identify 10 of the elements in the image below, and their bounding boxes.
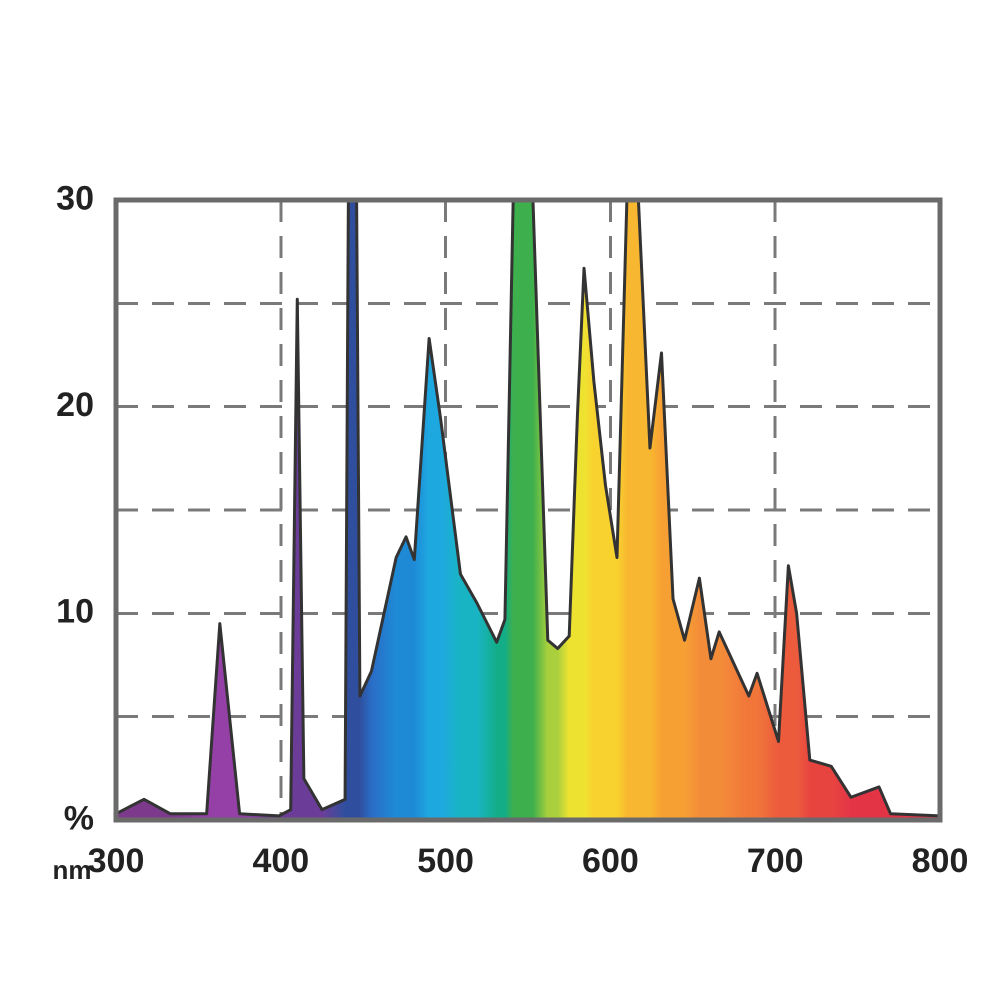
x-tick-label: 500 <box>417 842 474 880</box>
y-tick-label: 20 <box>56 386 94 424</box>
y-tick-label: 10 <box>56 592 94 631</box>
x-tick-label: 600 <box>582 842 639 880</box>
y-tick-label: 30 <box>56 179 94 218</box>
x-axis-title: nm <box>52 855 92 886</box>
x-tick-label: 400 <box>252 842 310 880</box>
x-tick-label: 800 <box>912 842 968 880</box>
x-tick-label: 700 <box>746 842 804 880</box>
y-tick-label: % <box>64 799 94 838</box>
